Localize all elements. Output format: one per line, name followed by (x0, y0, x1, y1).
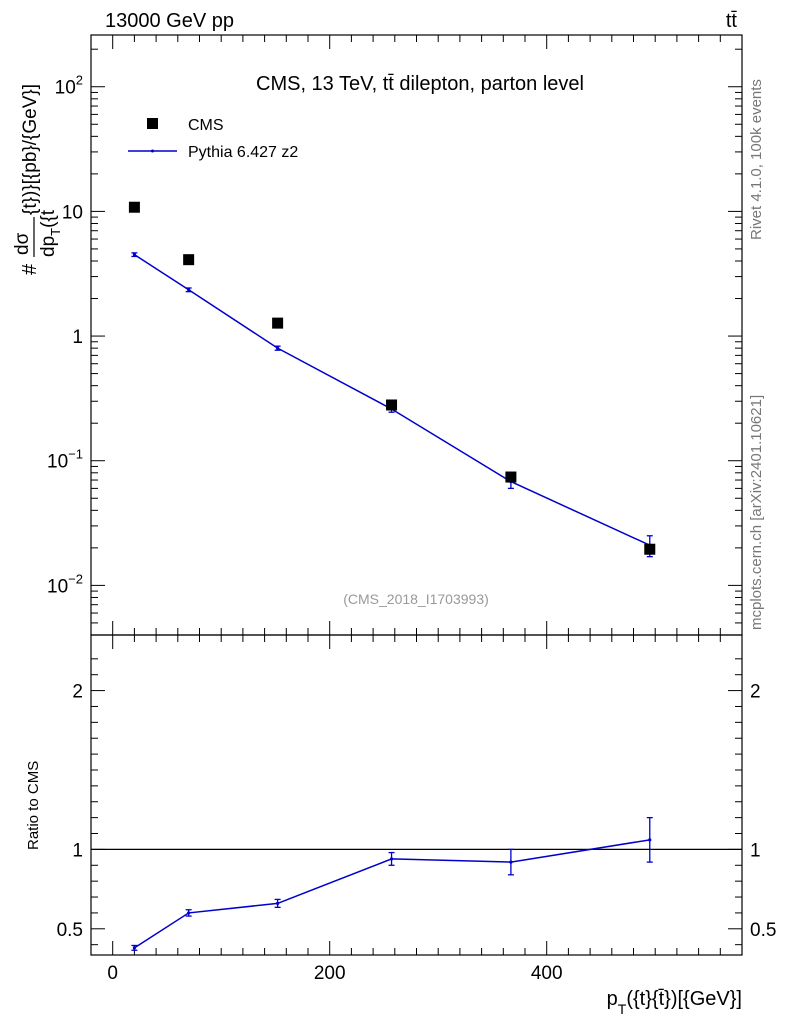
y-label-den-rest: ({t (38, 209, 59, 228)
cms-point (128, 201, 140, 213)
x-label-rest: ({t}{t̄})[{GeV}] (626, 988, 742, 1010)
main-axis-ticks: 10−2 10−1 1 10 102 (47, 35, 742, 636)
y-label-num: dσ (12, 232, 33, 255)
analysis-tag: (CMS_2018_I1703993) (343, 591, 489, 607)
ratio-y-axis-label: Ratio to CMS (25, 761, 42, 850)
cms-point (272, 317, 284, 329)
mcplots-side-label: mcplots.cern.ch [arXiv:2401.10621] (748, 395, 765, 630)
main-y-tick-label: 1 (72, 327, 83, 348)
beam-label: 13000 GeV pp (105, 10, 234, 32)
ratio-axis-ticks: 0.5 0.5 1 1 2 2 0 200 400 (57, 635, 776, 984)
svg-text:dσ: dσ (12, 232, 33, 255)
rivet-side-label: Rivet 4.1.0, 100k events (748, 79, 765, 240)
svg-text:#: # (19, 263, 41, 275)
main-y-tick-label: 10−2 (47, 571, 83, 597)
cms-point (386, 399, 398, 411)
ratio-y-tick-label: 0.5 (57, 920, 83, 941)
legend-marker-cms (147, 118, 158, 129)
x-axis-label: pT({t}{t̄})[{GeV}] (607, 988, 742, 1017)
legend-marker-pythia-dot (151, 149, 154, 153)
ratio-y-tick-label: 2 (72, 682, 83, 703)
pythia-point (276, 346, 280, 350)
ratio-y-tick-label-right: 1 (750, 840, 761, 861)
pythia-point (132, 253, 136, 257)
ratio-y-tick-label: 1 (72, 840, 83, 861)
ratio-point (132, 946, 136, 950)
main-y-axis-label: # dσ dpT({t {t})}[{pb}/{GeV}] (12, 84, 63, 275)
x-tick-label: 400 (531, 963, 563, 984)
ratio-series-layer (131, 816, 653, 951)
main-series-layer (128, 201, 656, 558)
ratio-point (389, 857, 394, 861)
svg-text:{t})}[{pb}/{GeV}]: {t})}[{pb}/{GeV}] (20, 84, 41, 215)
legend-label-cms: CMS (188, 117, 224, 134)
y-label-rest: {t})}[{pb}/{GeV}] (20, 84, 41, 215)
process-label: tt̄ (726, 10, 738, 32)
cms-point (505, 471, 517, 483)
pythia-point (187, 288, 191, 292)
ratio-y-tick-label-right: 0.5 (750, 920, 776, 941)
ratio-point (509, 860, 513, 864)
y-label-hash: # (19, 263, 41, 275)
y-label-den-sub: T (48, 228, 63, 236)
ratio-line (133, 839, 650, 949)
legend-label-pythia: Pythia 6.427 z2 (188, 144, 298, 161)
svg-text:dpT({t: dpT({t (38, 209, 63, 257)
cms-point (644, 543, 656, 555)
legend: CMS Pythia 6.427 z2 (128, 117, 298, 161)
x-tick-label: 0 (107, 963, 118, 984)
pythia-line (133, 253, 651, 546)
ratio-point (187, 911, 191, 915)
ratio-point (276, 901, 280, 905)
cms-point (183, 254, 195, 266)
main-title: CMS, 13 TeV, tt̄ dilepton, parton level (256, 73, 584, 95)
main-y-tick-label: 102 (55, 73, 83, 99)
ratio-panel-frame (90, 634, 743, 956)
y-label-den: dp (38, 236, 59, 257)
x-label-p: p (607, 988, 618, 1010)
x-tick-label: 200 (314, 963, 346, 984)
main-y-tick-label: 10−1 (47, 447, 83, 473)
x-label-sub: T (618, 1001, 627, 1017)
main-y-tick-label: 10 (62, 202, 83, 223)
ratio-y-tick-label-right: 2 (750, 682, 761, 703)
ratio-point (648, 838, 652, 842)
